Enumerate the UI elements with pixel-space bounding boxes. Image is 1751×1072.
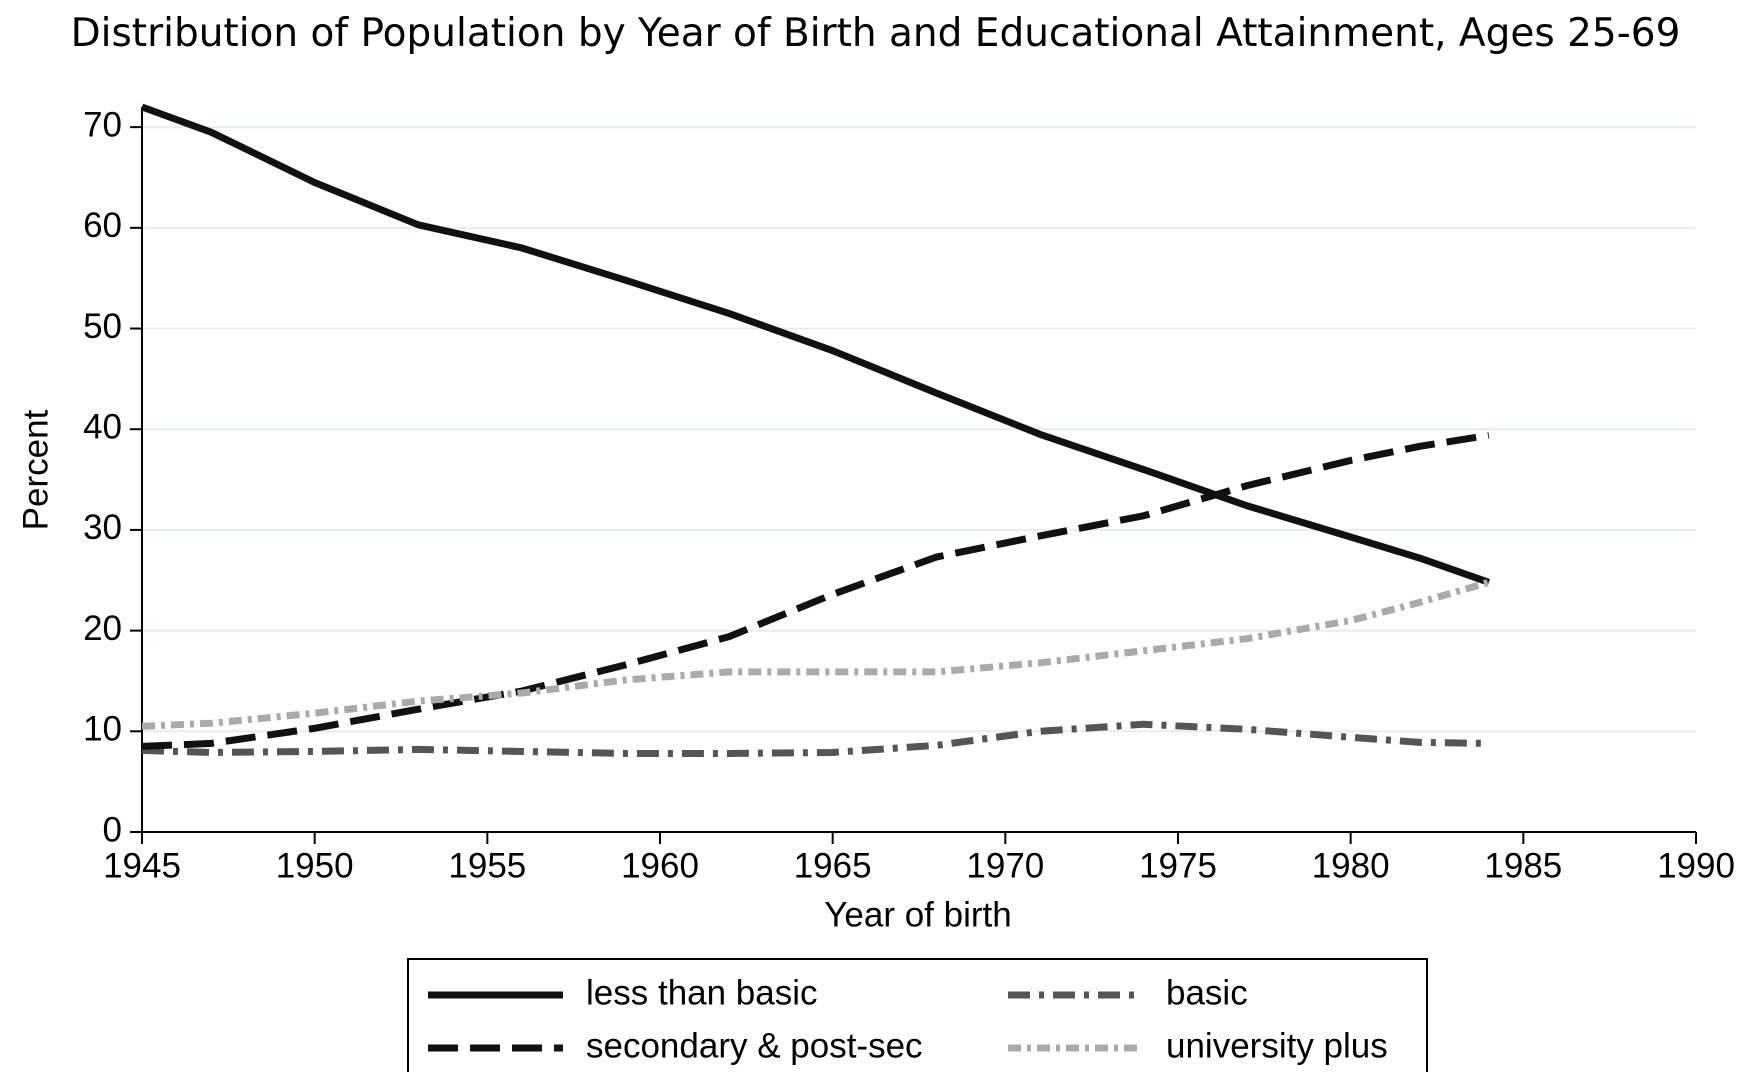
x-tick-label: 1960 [621,846,699,885]
x-tick-label: 1965 [794,846,872,885]
legend-label: secondary & post-sec [586,1026,923,1065]
y-tick-label: 30 [83,508,122,547]
legend-label: basic [1166,973,1248,1012]
x-tick-label: 1945 [103,846,181,885]
x-tick-label: 1950 [276,846,354,885]
x-tick-label: 1990 [1657,846,1735,885]
x-tick-label: 1975 [1139,846,1217,885]
x-tick-label: 1985 [1484,846,1562,885]
series-line [141,720,1489,757]
y-tick-label: 60 [83,206,122,245]
y-tick-label: 10 [83,710,122,749]
chart-title: Distribution of Population by Year of Bi… [70,11,1681,56]
y-tick-label: 50 [83,307,122,346]
x-axis-label: Year of birth [824,895,1011,934]
legend-label: less than basic [586,973,818,1012]
y-tick-label: 20 [83,609,122,648]
legend-box [407,958,1428,1072]
y-tick-label: 70 [83,105,122,144]
y-tick-label: 0 [103,810,122,849]
y-axis-label: Percent [16,409,55,530]
x-tick-label: 1970 [966,846,1044,885]
legend-label: university plus [1166,1026,1388,1065]
series-line [140,103,1490,586]
series-line [141,578,1490,730]
x-tick-label: 1955 [448,846,526,885]
series-line [141,431,1490,750]
x-tick-label: 1980 [1312,846,1390,885]
y-tick-label: 40 [83,407,122,446]
